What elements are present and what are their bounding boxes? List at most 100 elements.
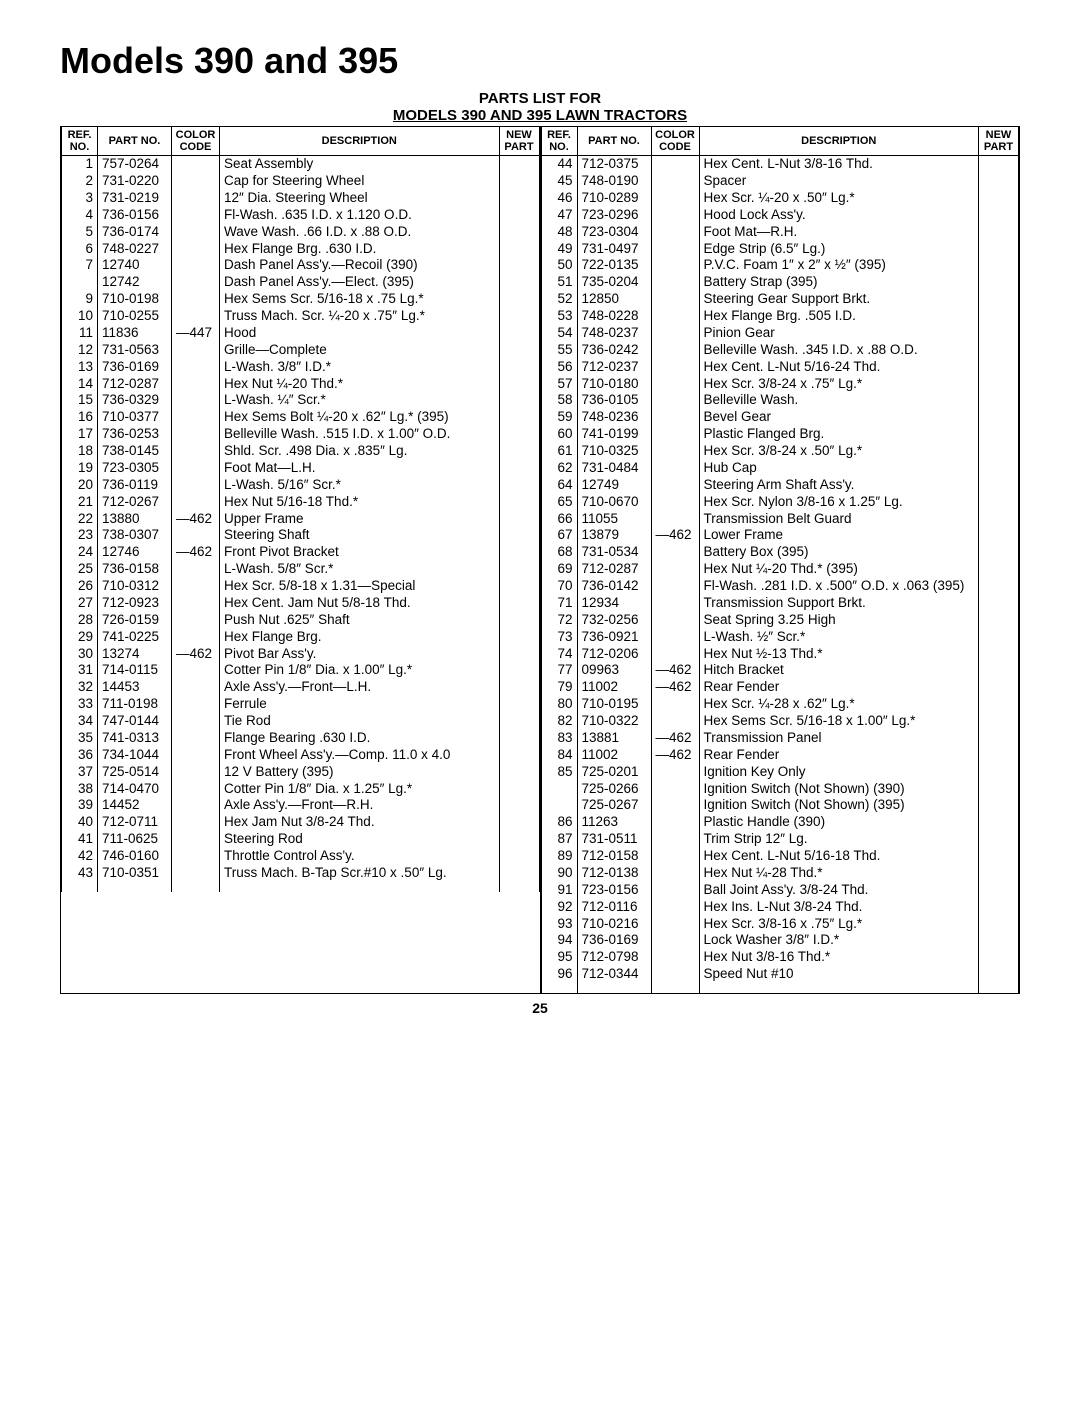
cell-desc: Hex Nut ¼-20 Thd.* [220,376,500,393]
cell-part: 741-0199 [577,426,651,443]
cell-part: 712-0375 [577,156,651,173]
cell-ref: 34 [62,713,98,730]
cell-color-code [651,477,699,494]
cell-new-part [979,713,1019,730]
cell-desc: 12 V Battery (395) [220,764,500,781]
table-row: 28726-0159Push Nut .625″ Shaft [62,612,540,629]
table-row: 72732-0256Seat Spring 3.25 High [541,612,1019,629]
table-row: 5736-0174Wave Wash. .66 I.D. x .88 O.D. [62,224,540,241]
cell-part: 736-0142 [577,578,651,595]
cell-desc: Hex Flange Brg. .505 I.D. [699,308,979,325]
cell-part: 710-0351 [98,865,172,882]
cell-new-part [499,224,539,241]
cell-color-code [651,561,699,578]
cell-desc: P.V.C. Foam 1″ x 2″ x ½″ (395) [699,257,979,274]
cell-color-code: —462 [172,646,220,663]
cell-part: 723-0305 [98,460,172,477]
col-ref: REF. NO. [62,127,98,156]
cell-part: 11002 [577,679,651,696]
cell-ref: 50 [541,257,577,274]
cell-part: 725-0514 [98,764,172,781]
table-row: 20736-0119L-Wash. 5/16″ Scr.* [62,477,540,494]
cell-ref: 42 [62,848,98,865]
cell-color-code [651,916,699,933]
cell-desc: Steering Shaft [220,527,500,544]
cell-ref: 35 [62,730,98,747]
cell-ref: 26 [62,578,98,595]
cell-part: 736-0169 [98,359,172,376]
cell-new-part [499,696,539,713]
cell-desc: Fl-Wash. .281 I.D. x .500″ O.D. x .063 (… [699,578,979,595]
table-row: 25736-0158L-Wash. 5/8″ Scr.* [62,561,540,578]
cell-new-part [979,679,1019,696]
col-new: NEW PART [979,127,1019,156]
table-row: 85725-0201Ignition Key Only [541,764,1019,781]
cell-desc: L-Wash. 5/16″ Scr.* [220,477,500,494]
cell-color-code [172,578,220,595]
cell-ref: 18 [62,443,98,460]
cell-ref: 48 [541,224,577,241]
cell-desc: Trim Strip 12″ Lg. [699,831,979,848]
cell-desc: Push Nut .625″ Shaft [220,612,500,629]
cell-new-part [979,949,1019,966]
cell-color-code [651,865,699,882]
cell-ref [541,797,577,814]
cell-desc: Hex Jam Nut 3/8-24 Thd. [220,814,500,831]
cell-desc: Belleville Wash. [699,392,979,409]
cell-color-code [172,797,220,814]
cell-part: 736-0105 [577,392,651,409]
table-row: 35741-0313Flange Bearing .630 I.D. [62,730,540,747]
cell-part: 741-0225 [98,629,172,646]
table-row: 21712-0267Hex Nut 5/16-18 Thd.* [62,494,540,511]
cell-part: 711-0198 [98,696,172,713]
cell-part: 712-0287 [98,376,172,393]
cell-color-code: —462 [172,511,220,528]
cell-desc: Plastic Handle (390) [699,814,979,831]
cell-ref [62,274,98,291]
table-row: 62731-0484Hub Cap [541,460,1019,477]
table-row: 49731-0497Edge Strip (6.5″ Lg.) [541,241,1019,258]
table-row: 4736-0156Fl-Wash. .635 I.D. x 1.120 O.D. [62,207,540,224]
cell-color-code [651,241,699,258]
cell-new-part [499,511,539,528]
cell-color-code [172,342,220,359]
cell-desc: Grille—Complete [220,342,500,359]
cell-desc: Hex Nut ¼-20 Thd.* (395) [699,561,979,578]
cell-new-part [499,595,539,612]
cell-ref: 57 [541,376,577,393]
table-row: 6713879—462Lower Frame [541,527,1019,544]
cell-color-code [172,831,220,848]
cell-desc: Transmission Belt Guard [699,511,979,528]
cell-color-code [172,730,220,747]
cell-desc: Hex Scr. ¼-20 x .50″ Lg.* [699,190,979,207]
col-color: COLOR CODE [172,127,220,156]
col-desc: DESCRIPTION [699,127,979,156]
cell-desc: Hitch Bracket [699,662,979,679]
cell-color-code [651,848,699,865]
cell-color-code [172,595,220,612]
cell-desc: Throttle Control Ass'y. [220,848,500,865]
cell-ref: 90 [541,865,577,882]
cell-color-code [651,797,699,814]
cell-desc: Truss Mach. Scr. ¼-20 x .75″ Lg.* [220,308,500,325]
cell-ref: 52 [541,291,577,308]
cell-desc: Steering Arm Shaft Ass'y. [699,477,979,494]
cell-part: 748-0228 [577,308,651,325]
cell-color-code [172,612,220,629]
table-row: 8411002—462Rear Fender [541,747,1019,764]
cell-color-code [172,308,220,325]
cell-color-code [172,257,220,274]
table-row: 725-0267Ignition Switch (Not Shown) (395… [541,797,1019,814]
table-row: 53748-0228Hex Flange Brg. .505 I.D. [541,308,1019,325]
table-row: 1757-0264Seat Assembly [62,156,540,173]
cell-new-part [979,342,1019,359]
cell-desc: Hex Scr. 3/8-16 x .75″ Lg.* [699,916,979,933]
cell-part: 748-0227 [98,241,172,258]
cell-new-part [979,359,1019,376]
cell-new-part [979,426,1019,443]
cell-new-part [499,781,539,798]
cell-new-part [979,325,1019,342]
cell-part: 710-0195 [577,696,651,713]
cell-part: 13274 [98,646,172,663]
cell-desc: Hex Cent. L-Nut 3/8-16 Thd. [699,156,979,173]
